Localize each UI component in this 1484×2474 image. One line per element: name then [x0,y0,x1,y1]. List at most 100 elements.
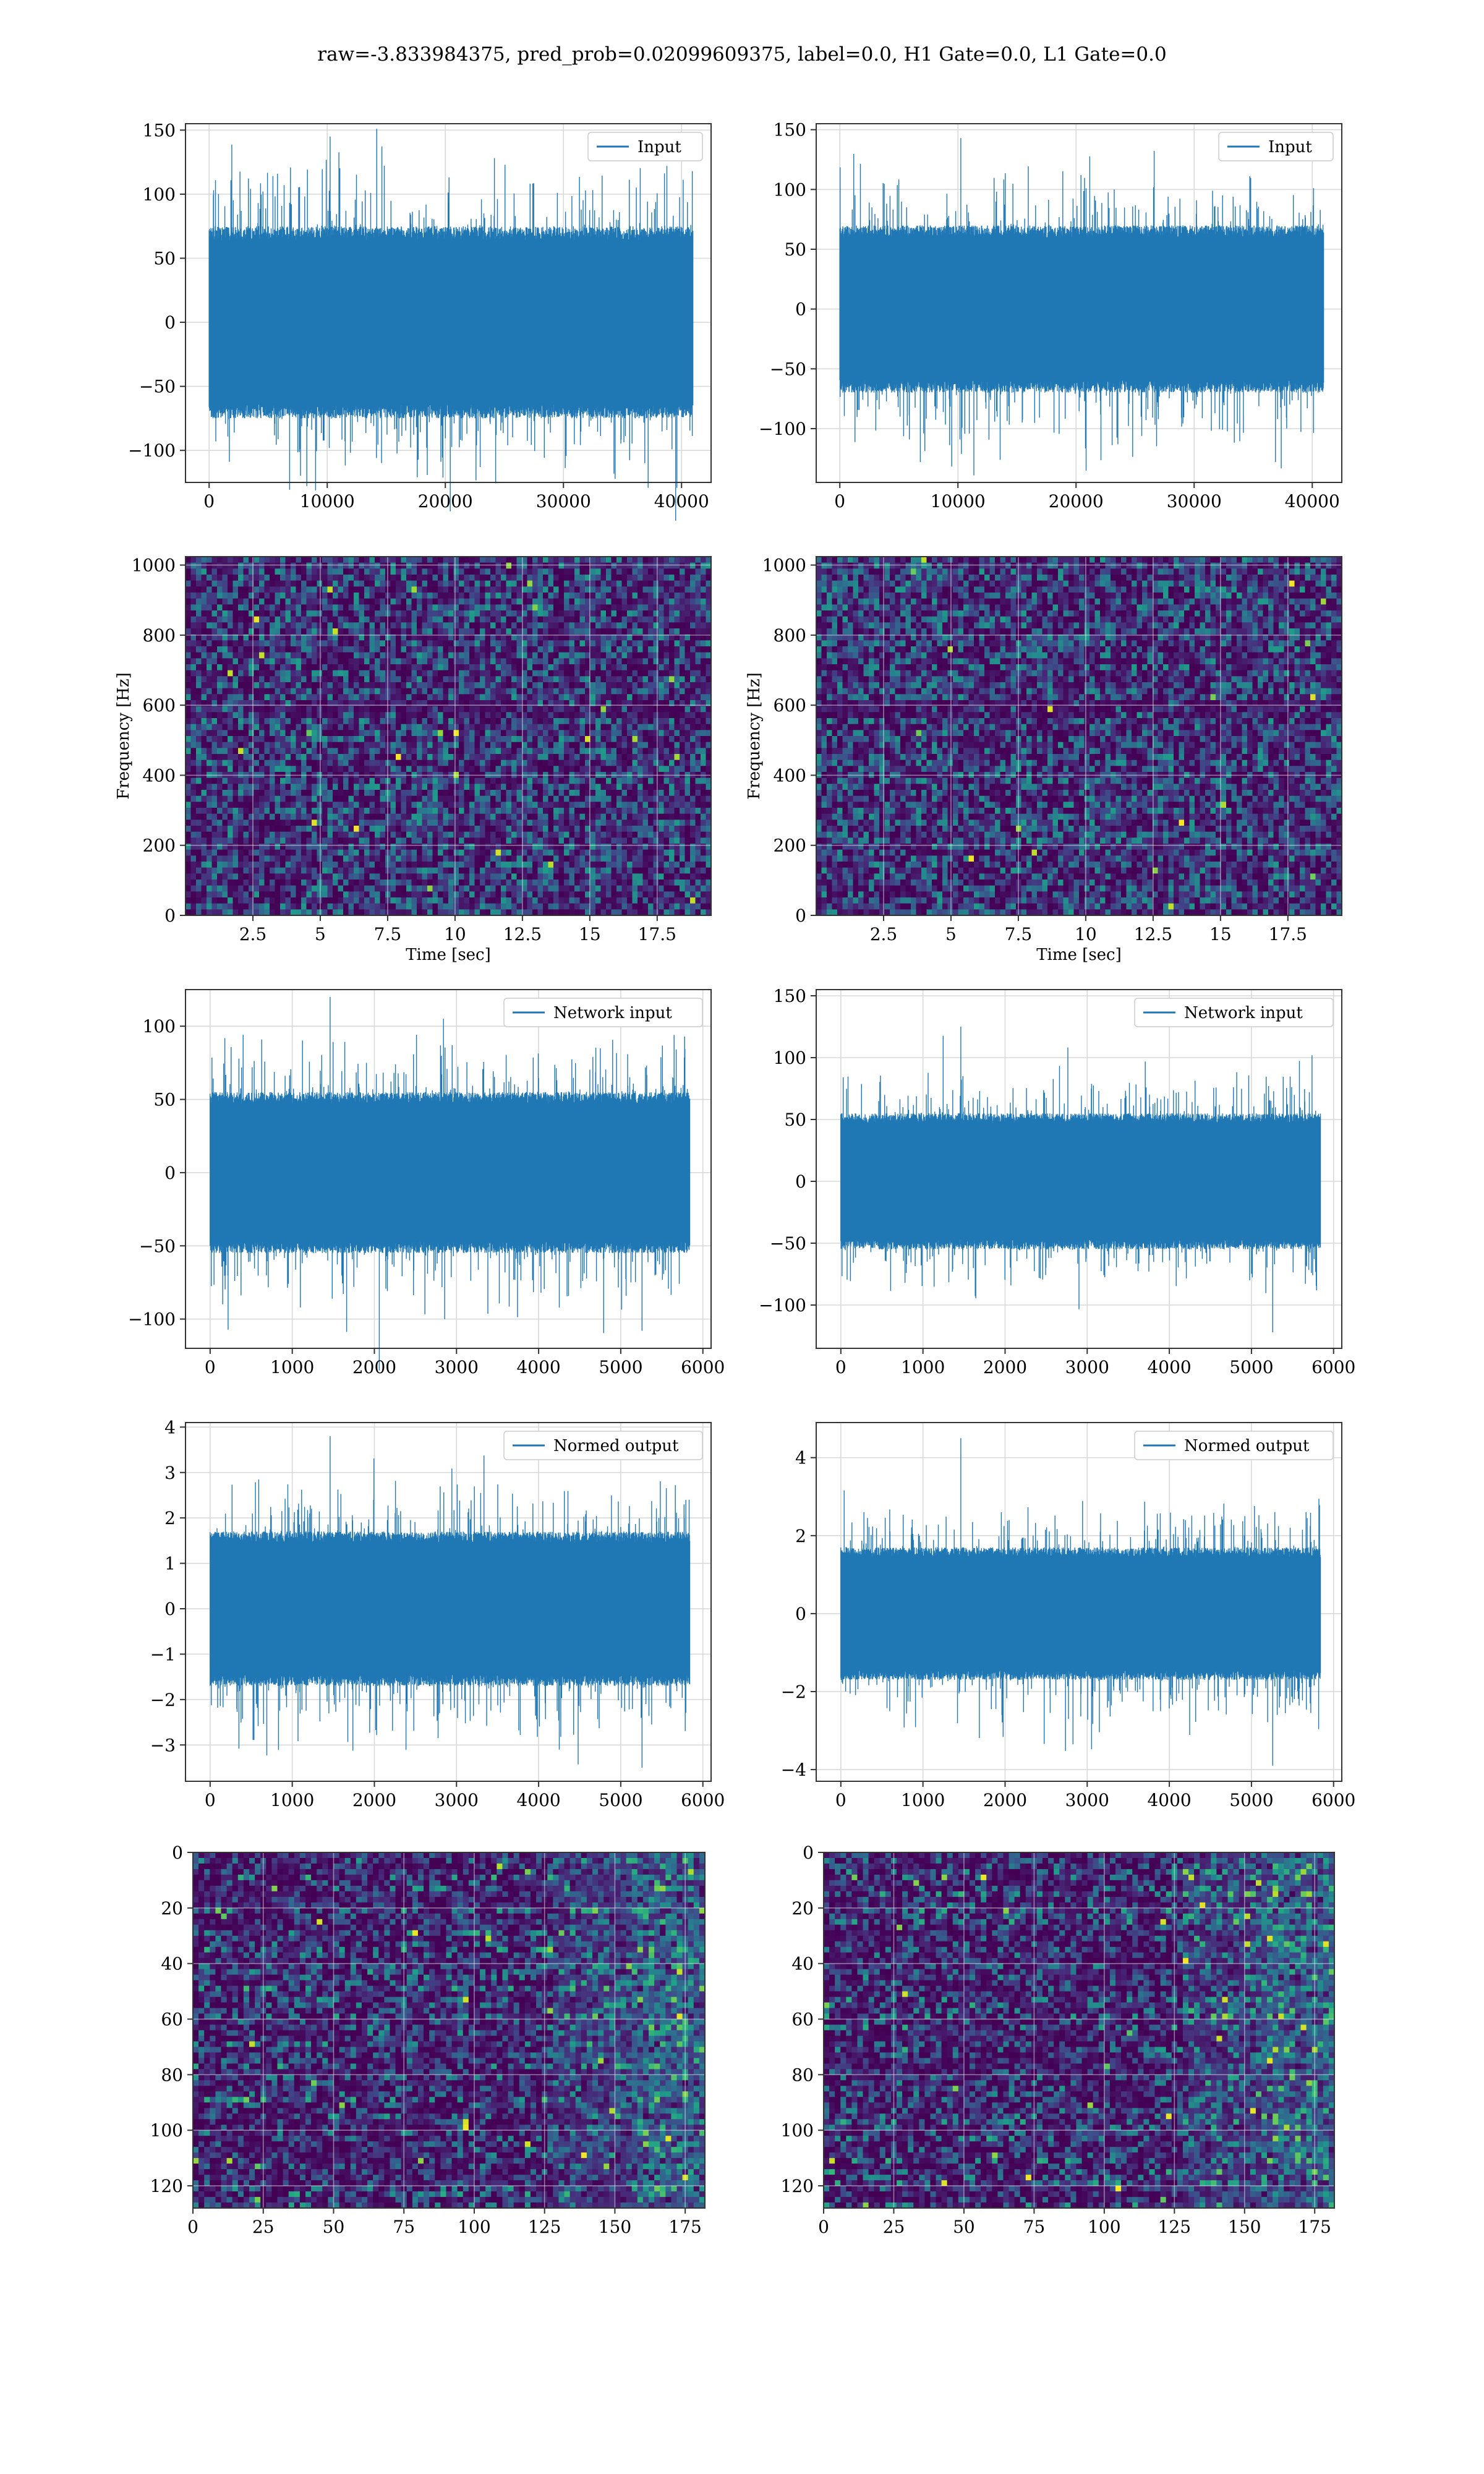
heatmap-cell [406,658,412,664]
heatmap-cell [322,904,328,910]
heatmap-cell [191,736,197,742]
heatmap-cell [270,568,275,575]
heatmap-cell [270,897,275,904]
heatmap-cell [391,784,396,790]
heatmap-cell [322,754,328,760]
heatmap-cell [380,826,386,832]
heatmap-cell [501,796,506,802]
heatmap-cell [433,796,438,802]
heatmap-cell [485,778,491,784]
heatmap-cell [496,873,501,880]
heatmap-cell [380,557,386,563]
heatmap-cell [443,873,449,880]
heatmap-cell [217,837,223,844]
heatmap-cell [427,706,433,713]
heatmap-cell [259,784,265,790]
heatmap-cell [270,688,275,695]
heatmap-cell [517,814,522,820]
heatmap-cell [443,706,449,713]
heatmap-cell [286,850,291,856]
heatmap-cell [427,718,433,724]
heatmap-cell [238,664,244,670]
heatmap-cell [511,593,517,599]
heatmap-cell [275,880,281,886]
heatmap-cell [217,676,223,682]
heatmap-cell [380,748,386,754]
heatmap-cell [333,736,338,742]
heatmap-cell [307,730,312,736]
heatmap-cell [259,850,265,856]
heatmap-cell [223,557,228,563]
heatmap-cell [328,850,333,856]
heatmap-cell [186,886,191,892]
heatmap-cell [191,855,197,862]
heatmap-cell [338,724,344,730]
heatmap-cell [259,646,265,653]
heatmap-cell [480,766,485,772]
heatmap-cell [417,784,422,790]
heatmap-cell [485,658,491,664]
heatmap-cell [464,796,470,802]
heatmap-cell [396,802,401,808]
heatmap-cell [443,742,449,748]
heatmap-cell [217,904,223,910]
heatmap-cell [228,664,233,670]
heatmap-cell [259,724,265,730]
heatmap-cell [359,586,365,593]
heatmap-cell [328,742,333,748]
heatmap-cell [464,832,470,838]
heatmap-cell [490,862,496,868]
heatmap-cell [485,790,491,796]
heatmap-cell [280,855,286,862]
heatmap-cell [475,599,480,605]
heatmap-cell [454,706,459,713]
heatmap-cell [490,754,496,760]
heatmap-cell [501,730,506,736]
heatmap-cell [475,730,480,736]
heatmap-cell [501,658,506,664]
heatmap-cell [202,593,207,599]
heatmap-cell [307,557,312,563]
heatmap-cell [443,682,449,688]
heatmap-cell [469,736,475,742]
heatmap-cell [233,880,239,886]
heatmap-cell [265,748,270,754]
heatmap-cell [317,862,323,868]
y-tick-label: 50 [153,249,176,269]
heatmap-cell [501,742,506,748]
heatmap-cell [396,593,401,599]
heatmap-cell [238,736,244,742]
heatmap-cell [280,891,286,897]
heatmap-cell [186,790,191,796]
heatmap-cell [354,628,359,635]
heatmap-cell [501,897,506,904]
heatmap-cell [275,568,281,575]
heatmap-cell [338,604,344,610]
heatmap-cell [333,886,338,892]
heatmap-cell [280,784,286,790]
heatmap-cell [291,568,296,575]
heatmap-cell [280,814,286,820]
heatmap-cell [233,575,239,581]
heatmap-cell [301,646,307,653]
heatmap-cell [401,610,407,617]
heatmap-cell [333,617,338,623]
heatmap-cell [464,724,470,730]
heatmap-cell [338,557,344,563]
heatmap-cell [296,832,302,838]
heatmap-cell [333,855,338,862]
heatmap-cell [448,880,454,886]
heatmap-cell [301,784,307,790]
heatmap-cell [433,855,438,862]
heatmap-cell [443,670,449,677]
heatmap-cell [401,557,407,563]
heatmap-cell [459,617,464,623]
heatmap-cell [380,646,386,653]
heatmap-cell [186,880,191,886]
heatmap-cell [511,897,517,904]
heatmap-cell [291,766,296,772]
heatmap-cell [196,850,202,856]
heatmap-cell [490,814,496,820]
heatmap-cell [501,688,506,695]
heatmap-cell [391,682,396,688]
